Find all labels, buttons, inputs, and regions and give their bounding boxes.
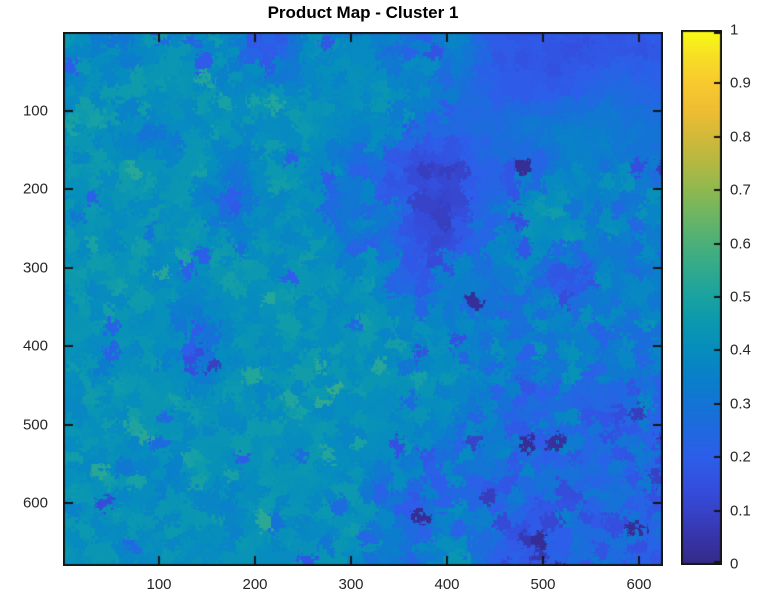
- y-axis-tick-label: 400: [22, 337, 48, 355]
- colorbar-tick-label: 0.3: [730, 395, 751, 413]
- heatmap-canvas: [63, 32, 663, 566]
- colorbar-tick-label: 0.7: [730, 181, 751, 199]
- colorbar-tick-label: 0.1: [730, 502, 751, 520]
- x-axis-tick-label: 600: [626, 576, 652, 593]
- chart-title: Product Map - Cluster 1: [267, 3, 459, 22]
- y-axis-tick-label: 600: [22, 494, 48, 512]
- y-axis-tick-label: 200: [22, 180, 48, 198]
- y-axis-tick-label: 300: [22, 259, 48, 277]
- y-axis-tick-label: 100: [22, 102, 48, 120]
- colorbar-tick-label: 0.6: [730, 235, 751, 253]
- colorbar-tick-label: 0: [730, 555, 739, 573]
- x-axis-tick-label: 500: [530, 576, 556, 593]
- x-axis-tick-label: 300: [338, 576, 364, 593]
- x-axis-tick-label: 400: [434, 576, 460, 593]
- colorbar-tick-label: 0.8: [730, 128, 751, 146]
- x-axis-tick-label: 200: [242, 576, 268, 593]
- colorbar-tick-label: 1: [730, 21, 739, 39]
- colorbar-tick-label: 0.4: [730, 341, 751, 359]
- x-axis-tick-label: 100: [146, 576, 172, 593]
- colorbar-tick-label: 0.9: [730, 74, 751, 92]
- colorbar: [681, 30, 722, 565]
- colorbar-tick-label: 0.2: [730, 448, 751, 466]
- y-axis-tick-label: 500: [22, 416, 48, 434]
- colorbar-tick-label: 0.5: [730, 288, 751, 306]
